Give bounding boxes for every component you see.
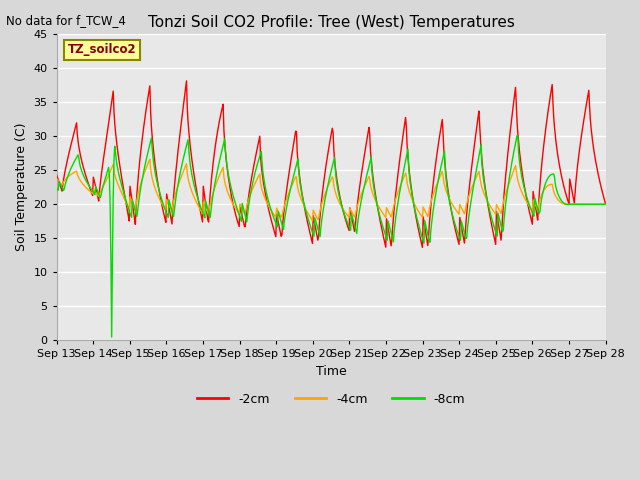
Text: No data for f_TCW_4: No data for f_TCW_4 [6,14,126,27]
Text: TZ_soilco2: TZ_soilco2 [68,43,136,56]
Title: Tonzi Soil CO2 Profile: Tree (West) Temperatures: Tonzi Soil CO2 Profile: Tree (West) Temp… [148,15,515,30]
X-axis label: Time: Time [316,365,346,378]
Y-axis label: Soil Temperature (C): Soil Temperature (C) [15,123,28,252]
Legend: -2cm, -4cm, -8cm: -2cm, -4cm, -8cm [192,388,470,411]
